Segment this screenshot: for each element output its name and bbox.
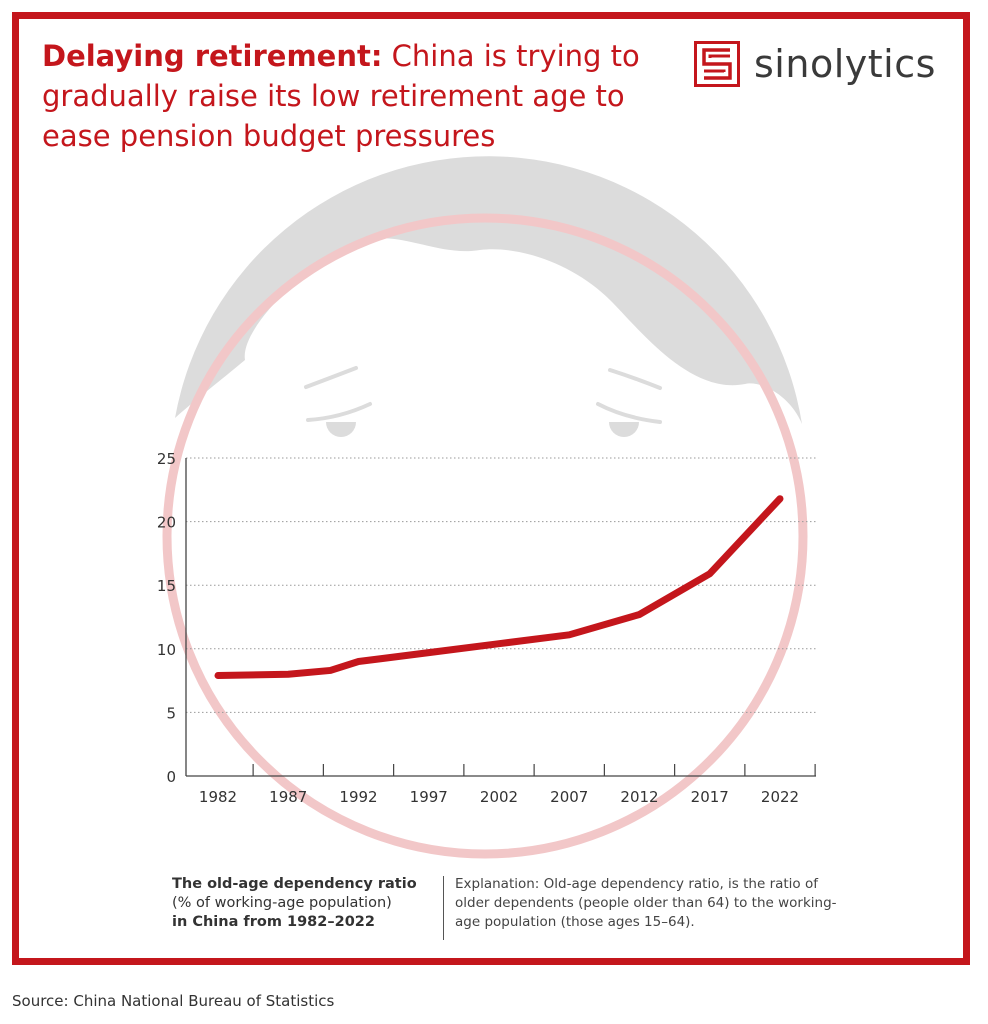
left-eyebrow [304,366,358,389]
x-tick-label: 1982 [199,788,237,806]
y-tick-label: 5 [166,704,176,722]
x-tick-label: 2007 [550,788,588,806]
right-eyebrow [608,368,662,390]
chart-title: Delaying retirement: China is trying to … [42,36,642,156]
hair-shape [175,156,802,424]
title-bold: Delaying retirement: [42,39,383,73]
x-tick-label: 1987 [269,788,307,806]
x-tick-label: 1992 [339,788,377,806]
series-layer [214,495,784,680]
right-eyelid [596,402,662,424]
face-circle [162,213,808,859]
caption-line-2: (% of working-age population) [172,895,392,911]
caption-divider [443,876,444,940]
x-tick-label: 2012 [620,788,658,806]
source-note: Source: China National Bureau of Statist… [12,992,335,1010]
chart-caption: The old-age dependency ratio (% of worki… [172,875,434,932]
grid-layer [186,457,816,713]
title-rest: China is trying to gradually raise its l… [42,39,640,153]
y-tick-label: 0 [166,768,176,786]
x-tick-label: 2022 [761,788,799,806]
x-tick-label: 2002 [480,788,518,806]
y-tick-label: 25 [157,450,176,468]
series-line [214,495,784,680]
sinolytics-s-icon [694,41,740,87]
right-pupil [609,422,639,437]
sinolytics-logo: sinolytics [694,40,936,88]
caption-line-3: in China from 1982–2022 [172,914,375,930]
x-tick-label: 1997 [410,788,448,806]
y-tick-label: 10 [157,641,176,659]
y-tick-label: 20 [157,514,176,532]
logo-text: sinolytics [754,42,936,86]
y-tick-label: 15 [157,577,176,595]
left-eyelid [306,402,372,422]
left-pupil [326,422,356,437]
caption-line-1: The old-age dependency ratio [172,876,417,892]
x-tick-label: 2017 [691,788,729,806]
explanation-text: Explanation: Old-age dependency ratio, i… [455,876,837,930]
axis-layer: 0 5 10 15 20 25 1982 1987 1992 1997 2002 2007 2012 20… [157,450,816,806]
